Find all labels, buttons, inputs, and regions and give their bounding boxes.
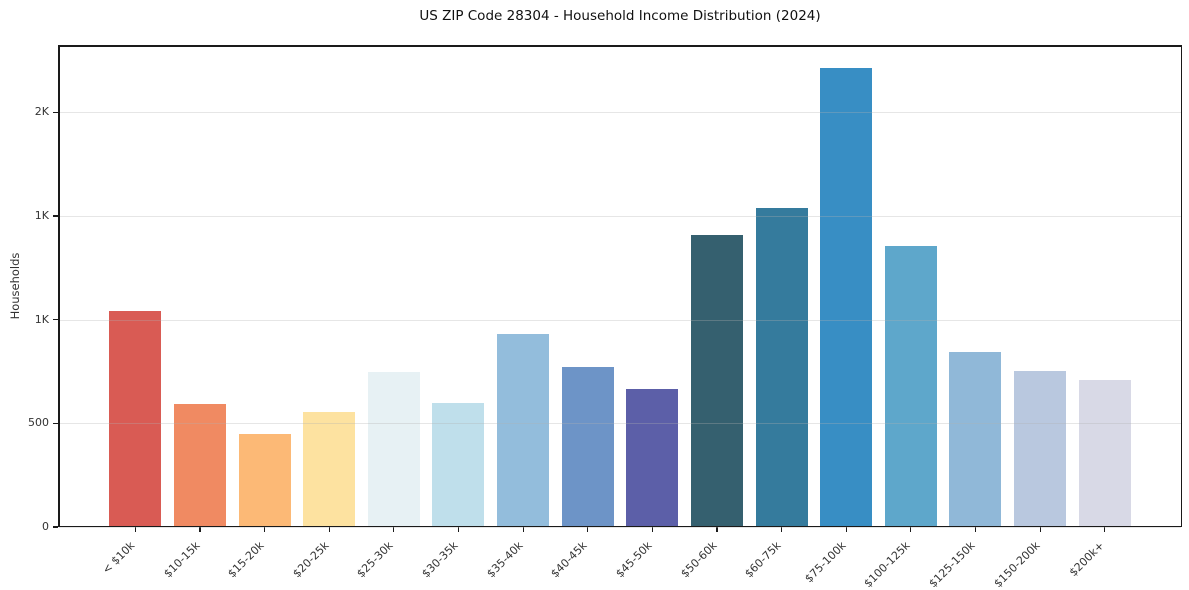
bar-45-50k [626,389,679,527]
x-tick-mark [651,527,653,532]
y-tick-label: 1K [34,209,49,222]
bar-50-60k [690,234,743,527]
plot-area [58,45,1182,528]
bar-75-100k [820,67,873,527]
y-axis-label: Households [8,252,22,320]
x-tick-mark [457,527,460,532]
x-tick-label: $10-15k [160,539,203,581]
y-gridline [59,423,1181,425]
x-tick-mark [328,527,330,532]
x-tick-label: $50-60k [677,539,720,581]
bar-125-150k [949,351,1002,527]
bar-10k [109,311,162,527]
x-tick-mark [587,527,589,532]
y-tick-label: 0 [42,520,49,533]
x-tick-mark [845,527,847,532]
x-tick-label: $200k+ [1066,539,1107,580]
axis-spine-left [58,45,60,527]
x-tick-label: $25-30k [354,539,397,581]
chart-title: US ZIP Code 28304 - Household Income Dis… [419,8,821,24]
bar-100-125k [884,246,937,527]
x-tick-mark [199,527,201,532]
x-tick-label: $45-50k [613,539,655,581]
y-tick-mark [53,526,58,528]
y-tick-mark [53,111,58,114]
y-tick-mark [53,422,58,424]
x-tick-label: $30-35k [419,539,461,581]
x-tick-mark [716,527,718,532]
bar-10-15k [173,403,226,527]
x-tick-label: $75-100k [802,539,849,586]
x-tick-label: $35-40k [484,539,526,581]
y-tick-label: 2K [34,105,49,119]
x-tick-mark [781,527,783,532]
axis-spine-top [58,45,1182,47]
x-tick-mark [974,527,977,532]
x-tick-label: $40-45k [548,539,590,581]
x-tick-mark [522,527,524,532]
x-tick-label: $15-20k [225,539,267,581]
y-tick-label: 500 [28,416,49,430]
bar-20-25k [303,411,356,527]
y-tick-label: 1K [34,312,49,326]
x-tick-label: $150-200k [991,539,1043,590]
bar-30-35k [432,402,485,527]
x-tick-label: $125-150k [926,539,978,590]
y-gridline [59,319,1181,321]
x-tick-mark [910,527,912,532]
x-tick-mark [1104,527,1106,532]
bar-25-30k [367,371,420,527]
y-gridline [59,112,1181,114]
x-tick-label: $20-25k [290,539,332,581]
bar-200k [1078,379,1131,527]
axis-spine-bottom [58,525,1182,527]
y-tick-mark [53,215,58,217]
bar-60-75k [755,207,808,527]
y-gridline [59,216,1181,217]
bar-35-40k [497,334,550,527]
bar-15-20k [238,433,291,527]
bar-40-45k [561,367,614,527]
x-tick-label: < $10k [99,539,138,577]
x-tick-mark [393,527,395,532]
x-tick-mark [264,527,266,532]
x-tick-mark [1039,527,1041,532]
x-tick-label: $100-125k [861,539,914,590]
y-tick-mark [53,319,58,321]
axis-spine-right [1180,45,1182,527]
x-tick-label: $60-75k [742,539,784,581]
y-gridline [59,527,1181,528]
x-tick-mark [134,527,136,532]
bar-150-200k [1014,370,1067,527]
